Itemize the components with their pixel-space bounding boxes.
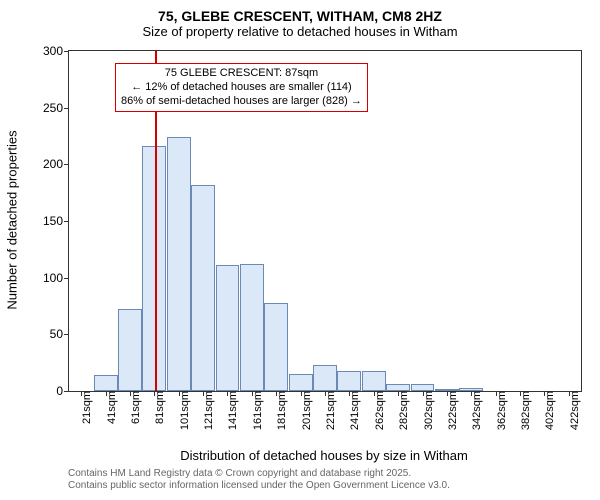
ytick-label: 100 [43, 271, 63, 285]
annotation-line: ← 12% of detached houses are smaller (11… [121, 80, 362, 94]
ytick-label: 50 [50, 327, 63, 341]
histogram-bar [264, 303, 288, 391]
xtick-label: 241sqm [349, 391, 361, 430]
xtick-label: 322sqm [447, 391, 459, 430]
histogram-bar [337, 371, 361, 391]
ytick-mark [64, 278, 69, 279]
xtick-label: 402sqm [544, 391, 556, 430]
histogram-bar [313, 365, 337, 391]
ytick-mark [64, 391, 69, 392]
xtick-label: 262sqm [374, 391, 386, 430]
histogram-bar [94, 375, 118, 391]
xtick-label: 61sqm [130, 391, 142, 424]
histogram-bar [411, 384, 435, 391]
ytick-mark [64, 334, 69, 335]
histogram-bar [216, 265, 240, 391]
histogram-bar [240, 264, 264, 391]
ytick-label: 200 [43, 157, 63, 171]
xtick-label: 221sqm [325, 391, 337, 430]
x-axis-title: Distribution of detached houses by size … [68, 448, 580, 463]
ytick-label: 300 [43, 44, 63, 58]
xtick-label: 181sqm [276, 391, 288, 430]
ytick-label: 0 [56, 384, 63, 398]
xtick-label: 81sqm [154, 391, 166, 424]
chart-subtitle: Size of property relative to detached ho… [0, 24, 600, 43]
ytick-mark [64, 51, 69, 52]
xtick-label: 422sqm [569, 391, 581, 430]
annotation-line: 75 GLEBE CRESCENT: 87sqm [121, 66, 362, 80]
xtick-label: 362sqm [496, 391, 508, 430]
histogram-bar [362, 371, 386, 391]
histogram-bar [118, 309, 142, 391]
attribution: Contains HM Land Registry data © Crown c… [68, 468, 450, 492]
xtick-label: 101sqm [179, 391, 191, 430]
ytick-mark [64, 221, 69, 222]
xtick-label: 302sqm [423, 391, 435, 430]
xtick-label: 342sqm [471, 391, 483, 430]
xtick-label: 21sqm [81, 391, 93, 424]
y-axis-title: Number of detached properties [5, 130, 20, 309]
chart-title: 75, GLEBE CRESCENT, WITHAM, CM8 2HZ [0, 0, 600, 24]
ytick-label: 250 [43, 101, 63, 115]
attribution-line: Contains public sector information licen… [68, 480, 450, 492]
xtick-label: 121sqm [203, 391, 215, 430]
annotation-box: 75 GLEBE CRESCENT: 87sqm← 12% of detache… [115, 63, 368, 112]
xtick-label: 282sqm [398, 391, 410, 430]
plot-area: 05010015020025030021sqm41sqm61sqm81sqm10… [68, 50, 582, 392]
xtick-label: 41sqm [106, 391, 118, 424]
xtick-label: 382sqm [520, 391, 532, 430]
histogram-bar [289, 374, 313, 391]
ytick-label: 150 [43, 214, 63, 228]
annotation-line: 86% of semi-detached houses are larger (… [121, 94, 362, 108]
attribution-line: Contains HM Land Registry data © Crown c… [68, 468, 450, 480]
xtick-label: 201sqm [301, 391, 313, 430]
histogram-bar [386, 384, 410, 391]
ytick-mark [64, 108, 69, 109]
xtick-label: 141sqm [227, 391, 239, 430]
chart-container: 75, GLEBE CRESCENT, WITHAM, CM8 2HZ Size… [0, 0, 600, 500]
xtick-label: 161sqm [252, 391, 264, 430]
histogram-bar [191, 185, 215, 391]
ytick-mark [64, 164, 69, 165]
histogram-bar [167, 137, 191, 391]
